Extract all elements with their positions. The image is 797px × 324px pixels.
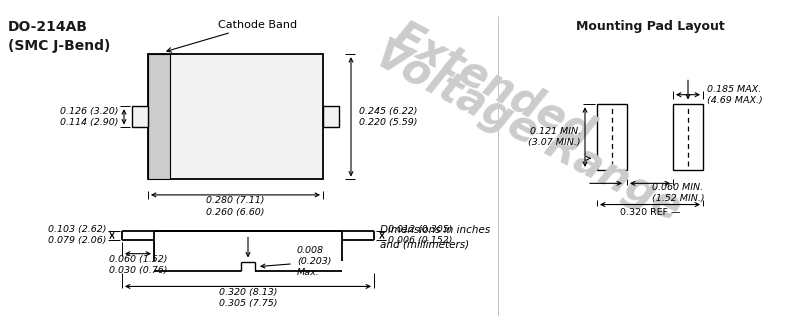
Text: 0.185 MAX.
(4.69 MAX.): 0.185 MAX. (4.69 MAX.)	[707, 85, 763, 105]
Bar	[673, 104, 703, 170]
Text: 0.280 (7.11)
0.260 (6.60): 0.280 (7.11) 0.260 (6.60)	[206, 196, 265, 216]
Bar	[132, 106, 148, 127]
Text: 0.060 (1.52)
0.030 (0.76): 0.060 (1.52) 0.030 (0.76)	[108, 255, 167, 275]
Text: Dimensions in inches
and (millimeters): Dimensions in inches and (millimeters)	[380, 225, 490, 249]
Text: 0.012 (0.305)
0.006 (0.152): 0.012 (0.305) 0.006 (0.152)	[388, 225, 453, 245]
Text: 0.103 (2.62)
0.079 (2.06): 0.103 (2.62) 0.079 (2.06)	[48, 225, 106, 245]
Text: 0.126 (3.20)
0.114 (2.90): 0.126 (3.20) 0.114 (2.90)	[60, 107, 118, 127]
Text: 0.320 REF —: 0.320 REF —	[620, 208, 681, 217]
Text: Cathode Band: Cathode Band	[167, 19, 297, 52]
Text: 0.008
(0.203)
Max.: 0.008 (0.203) Max.	[297, 246, 332, 277]
Text: 0.245 (6.22)
0.220 (5.59): 0.245 (6.22) 0.220 (5.59)	[359, 107, 418, 127]
Bar	[323, 106, 339, 127]
Bar	[148, 54, 170, 179]
Text: 0.060 MIN.
(1.52 MIN.): 0.060 MIN. (1.52 MIN.)	[652, 183, 705, 203]
Bar	[148, 54, 323, 179]
Text: Voltage Range: Voltage Range	[368, 33, 689, 230]
Text: 0.121 MIN.
(3.07 MIN.): 0.121 MIN. (3.07 MIN.)	[528, 127, 581, 147]
Text: Mounting Pad Layout: Mounting Pad Layout	[575, 19, 724, 32]
Text: Extended: Extended	[385, 15, 599, 156]
Text: DO-214AB
(SMC J-Bend): DO-214AB (SMC J-Bend)	[8, 19, 110, 53]
Bar	[597, 104, 627, 170]
Text: 0.320 (8.13)
0.305 (7.75): 0.320 (8.13) 0.305 (7.75)	[218, 288, 277, 308]
